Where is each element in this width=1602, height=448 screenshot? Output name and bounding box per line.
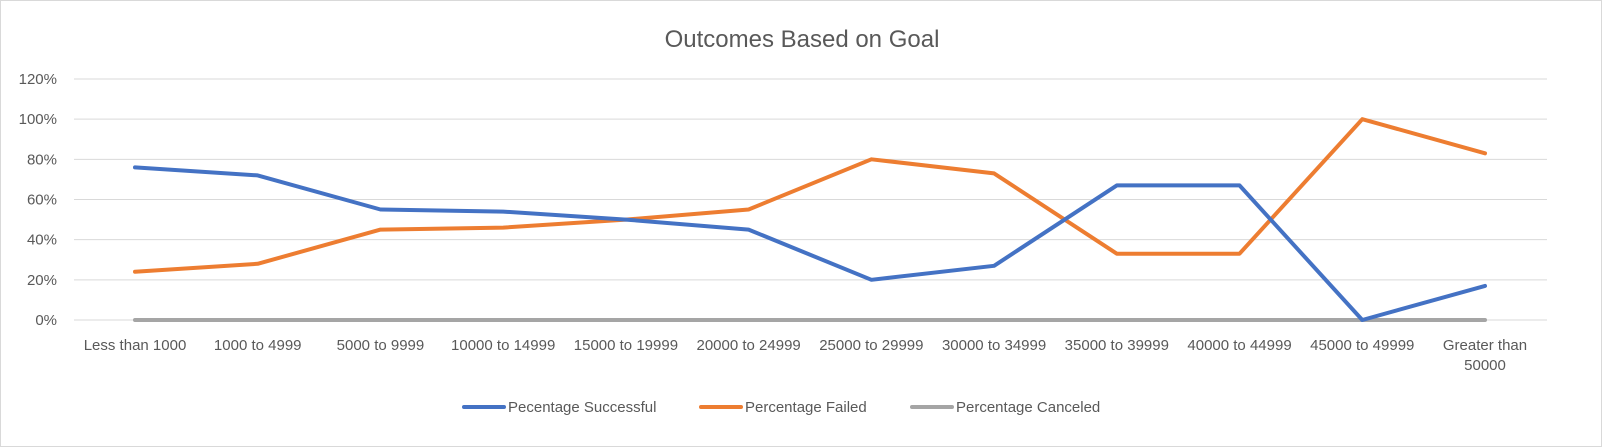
legend-item-0: Pecentage Successful: [464, 399, 656, 416]
x-tick-label: 15000 to 19999: [574, 337, 678, 354]
x-tick-label-line: 15000 to 19999: [574, 337, 678, 354]
chart-title: Outcomes Based on Goal: [665, 26, 940, 53]
x-tick-label-line: Greater than: [1443, 337, 1527, 354]
y-tick-label: 100%: [19, 111, 57, 128]
x-tick-label: Less than 1000: [84, 337, 187, 354]
y-axis-ticks: 0% 20% 40% 60% 80% 100% 120%: [19, 71, 57, 329]
x-tick-label: 40000 to 44999: [1187, 337, 1291, 354]
x-tick-label-line: 1000 to 4999: [214, 337, 302, 354]
x-tick-label-line: 20000 to 24999: [696, 337, 800, 354]
legend-label: Percentage Failed: [745, 399, 867, 416]
y-tick-label: 60%: [27, 192, 57, 209]
x-tick-label: 1000 to 4999: [214, 337, 302, 354]
x-tick-label-line: Less than 1000: [84, 337, 187, 354]
y-tick-label: 20%: [27, 272, 57, 289]
x-axis-ticks: Less than 1000 1000 to 4999 5000 to 9999 10…: [84, 337, 1527, 374]
x-tick-label-line: 50000: [1464, 357, 1506, 374]
series-line-0: [135, 167, 1485, 320]
legend-label: Pecentage Successful: [508, 399, 656, 416]
x-tick-label-line: 40000 to 44999: [1187, 337, 1291, 354]
x-tick-label: 20000 to 24999: [696, 337, 800, 354]
x-tick-label-line: 5000 to 9999: [337, 337, 425, 354]
x-tick-label: Greater than 50000: [1443, 337, 1527, 374]
x-tick-label: 10000 to 14999: [451, 337, 555, 354]
x-tick-label-line: 10000 to 14999: [451, 337, 555, 354]
x-tick-label: 45000 to 49999: [1310, 337, 1414, 354]
series-lines: [135, 119, 1485, 320]
x-tick-label-line: 45000 to 49999: [1310, 337, 1414, 354]
x-tick-label-line: 35000 to 39999: [1065, 337, 1169, 354]
x-tick-label-line: 25000 to 29999: [819, 337, 923, 354]
y-tick-label: 120%: [19, 71, 57, 88]
gridlines: [74, 79, 1547, 320]
y-tick-label: 80%: [27, 151, 57, 168]
x-tick-label: 5000 to 9999: [337, 337, 425, 354]
legend-item-2: Percentage Canceled: [912, 399, 1100, 416]
y-tick-label: 0%: [35, 312, 57, 329]
legend-item-1: Percentage Failed: [701, 399, 867, 416]
x-tick-label-line: 30000 to 34999: [942, 337, 1046, 354]
x-tick-label: 35000 to 39999: [1065, 337, 1169, 354]
x-tick-label: 25000 to 29999: [819, 337, 923, 354]
x-tick-label: 30000 to 34999: [942, 337, 1046, 354]
y-tick-label: 40%: [27, 232, 57, 249]
legend: Pecentage Successful Percentage Failed Per…: [464, 399, 1100, 416]
legend-label: Percentage Canceled: [956, 399, 1100, 416]
